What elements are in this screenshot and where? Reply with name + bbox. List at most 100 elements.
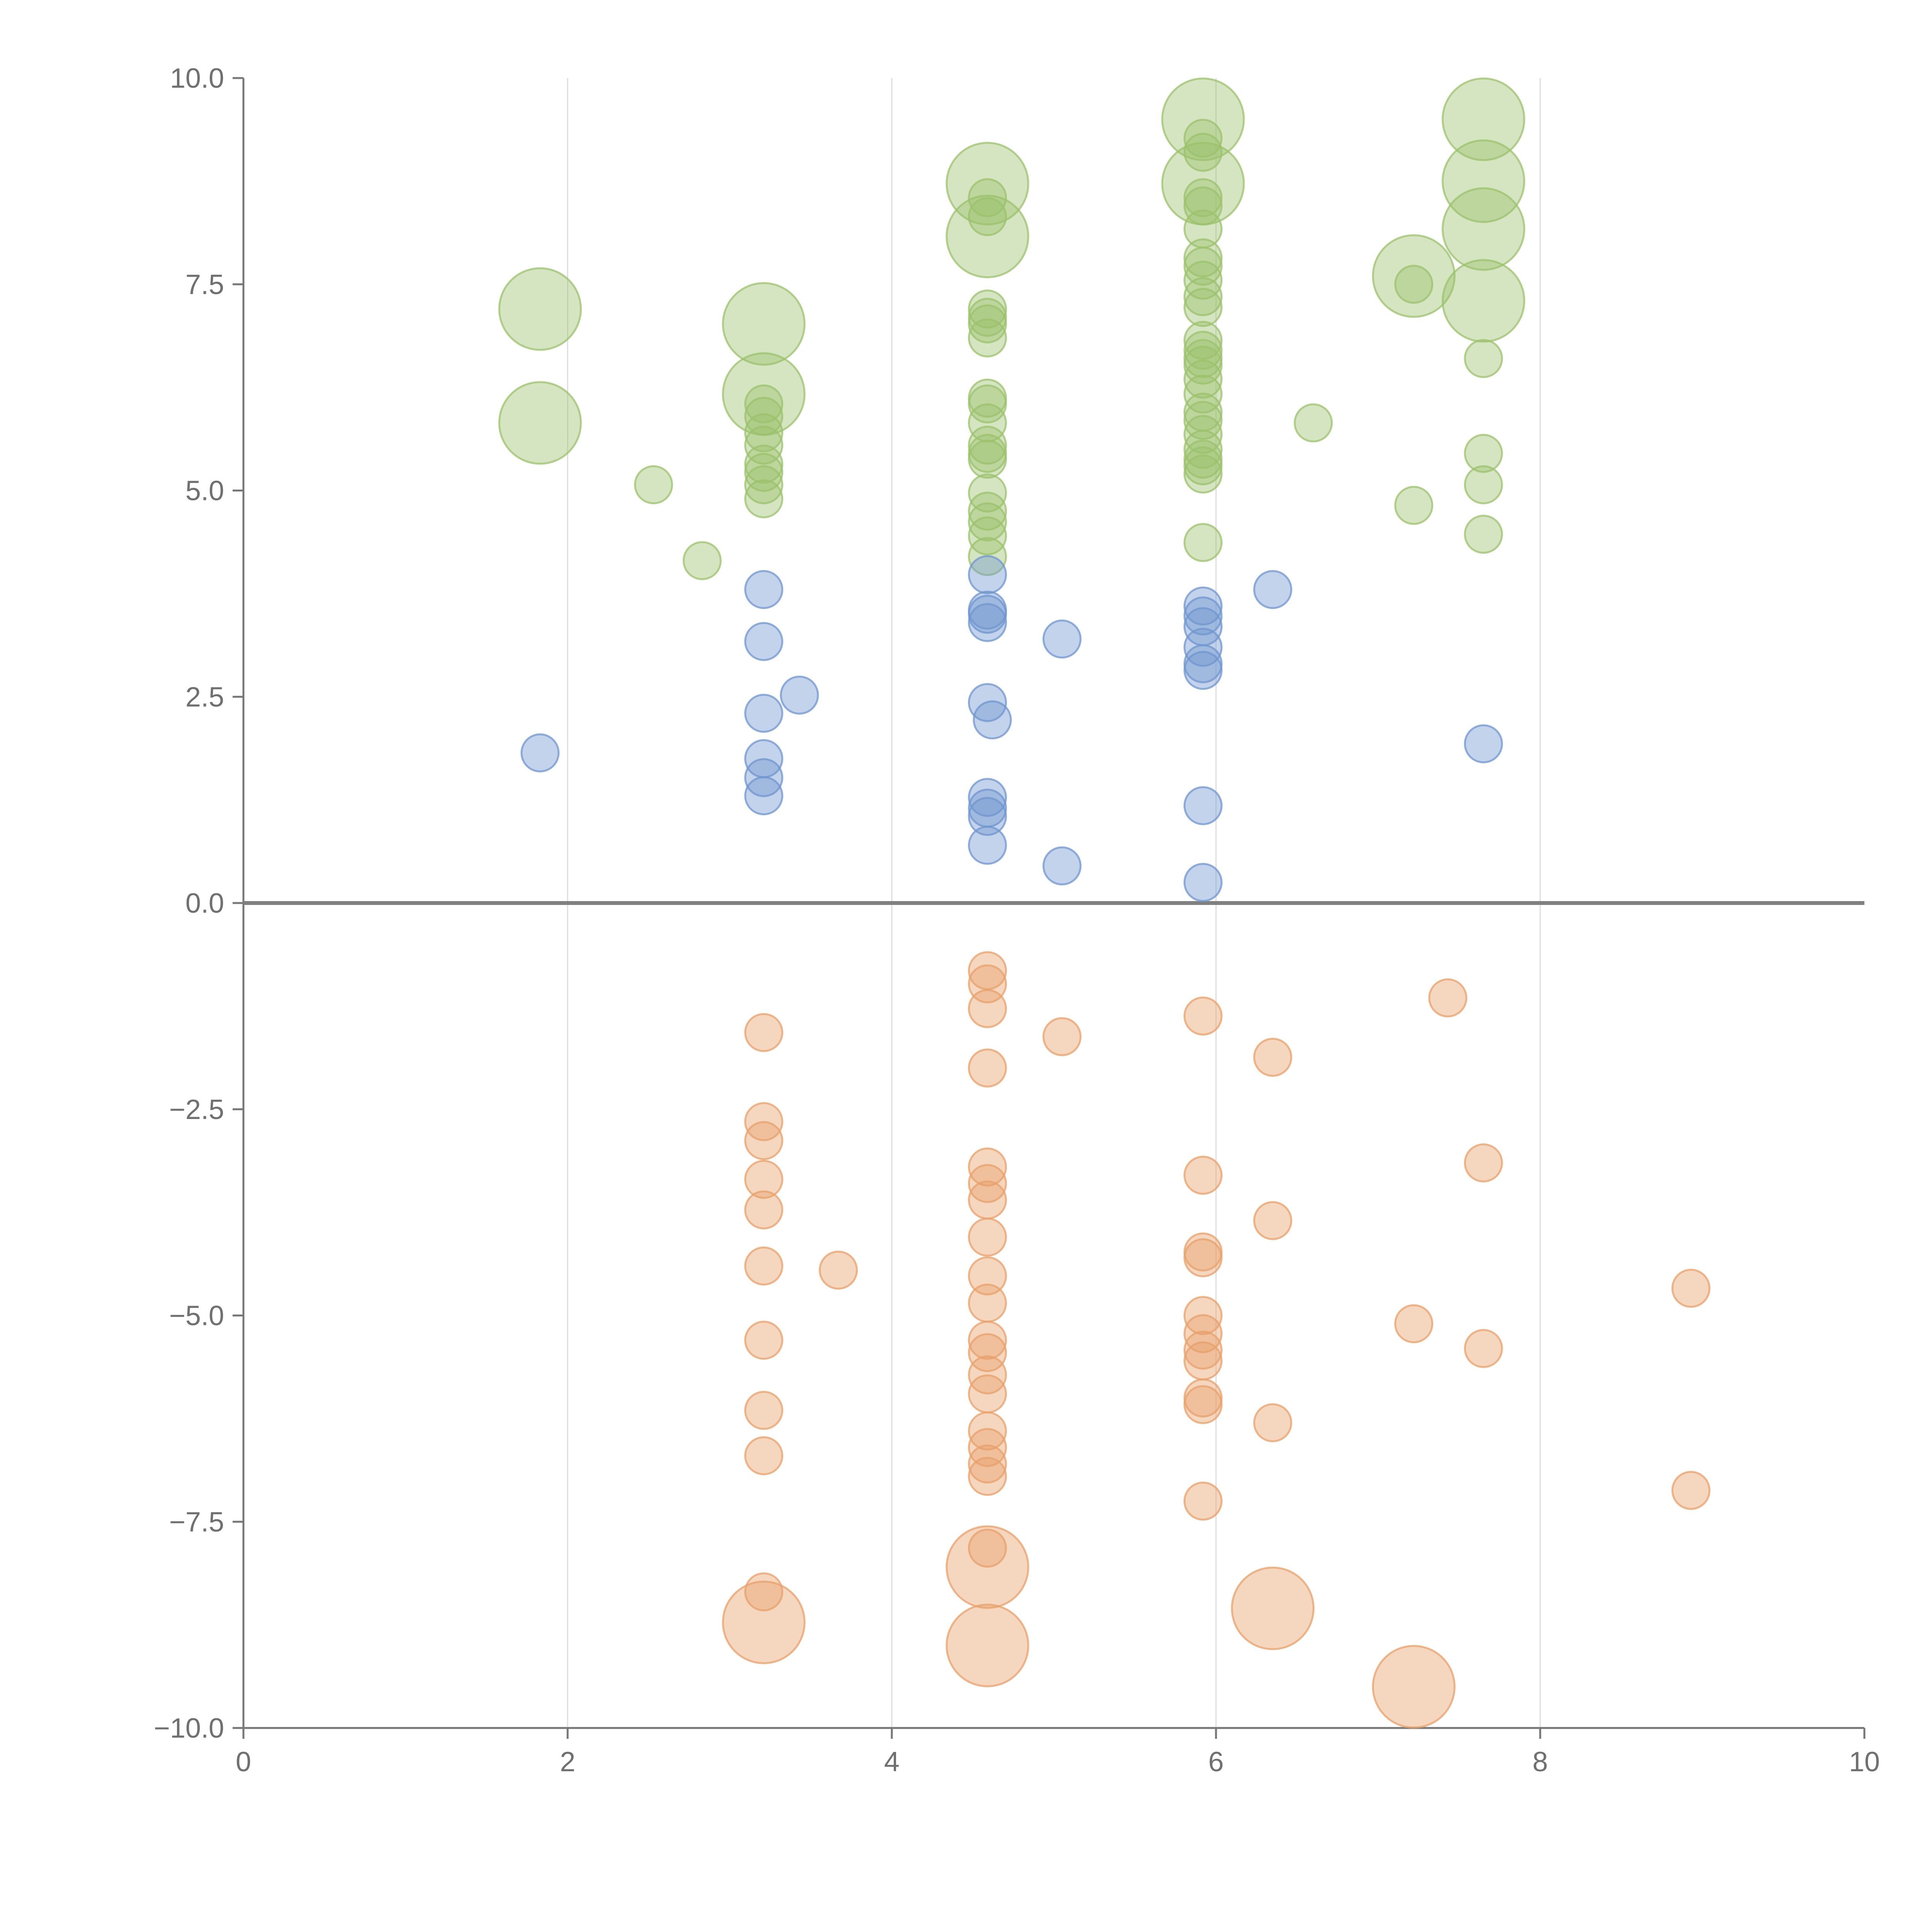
- y-tick-label: 0.0: [185, 888, 224, 919]
- green-point: [968, 318, 1007, 358]
- green-point: [1183, 446, 1223, 485]
- blue-point: [1183, 628, 1223, 667]
- green-point: [1442, 259, 1526, 343]
- green-point: [1183, 186, 1223, 226]
- orange-point: [968, 1321, 1007, 1360]
- green-point: [1464, 434, 1503, 473]
- orange-point: [1183, 1341, 1223, 1381]
- orange-point: [744, 1013, 784, 1052]
- blue-point: [1183, 596, 1223, 636]
- orange-point: [968, 989, 1007, 1028]
- orange-point: [968, 1333, 1007, 1372]
- x-tick-label: 4: [884, 1747, 900, 1777]
- green-point: [1183, 119, 1223, 158]
- orange-point: [1183, 1314, 1223, 1353]
- orange-point: [968, 1147, 1007, 1187]
- green-point: [744, 444, 784, 484]
- orange-point: [968, 1428, 1007, 1467]
- green-point: [1183, 454, 1223, 494]
- green-point: [1464, 339, 1503, 378]
- orange-point: [968, 1218, 1007, 1257]
- green-point: [1183, 331, 1223, 370]
- orange-point: [1253, 1201, 1293, 1240]
- orange-point: [1183, 1156, 1223, 1195]
- orange-point: [1671, 1471, 1711, 1510]
- green-point: [1464, 465, 1503, 505]
- green-point: [744, 465, 784, 505]
- green-point: [1294, 403, 1333, 442]
- orange-point: [968, 1180, 1007, 1220]
- orange-point: [744, 1160, 784, 1199]
- x-tick-label: 6: [1208, 1747, 1224, 1777]
- blue-point: [1042, 846, 1082, 886]
- blue-point: [1183, 651, 1223, 690]
- orange-point: [1231, 1566, 1315, 1650]
- orange-point: [1253, 1403, 1293, 1442]
- orange-point: [968, 1529, 1007, 1568]
- orange-point: [819, 1250, 858, 1290]
- orange-point: [1253, 1037, 1293, 1077]
- y-tick-label: −10.0: [154, 1713, 224, 1744]
- y-tick-label: 2.5: [185, 682, 224, 713]
- green-point: [1442, 77, 1526, 161]
- orange-point: [1042, 1017, 1082, 1056]
- green-point: [968, 197, 1007, 236]
- green-point: [744, 384, 784, 423]
- orange-point: [744, 1190, 784, 1230]
- orange-point: [744, 1321, 784, 1360]
- orange-point: [1394, 1304, 1434, 1344]
- green-point: [1183, 277, 1223, 316]
- x-tick-label: 8: [1532, 1747, 1548, 1777]
- blue-point: [968, 555, 1007, 594]
- green-point: [946, 194, 1029, 279]
- orange-point: [744, 1391, 784, 1430]
- orange-point: [1428, 978, 1468, 1018]
- green-point: [968, 502, 1007, 542]
- green-point: [1183, 133, 1223, 172]
- green-point: [968, 516, 1007, 556]
- orange-point: [722, 1580, 806, 1664]
- orange-point: [1183, 1481, 1223, 1521]
- green-point: [968, 304, 1007, 344]
- blue-point: [1042, 619, 1082, 659]
- orange-point: [968, 1411, 1007, 1451]
- blue-point: [968, 826, 1007, 865]
- blue-point: [1183, 786, 1223, 825]
- green-point: [634, 465, 673, 505]
- green-point: [1394, 265, 1434, 304]
- y-tick-label: 10.0: [170, 63, 224, 94]
- blue-point: [968, 603, 1007, 642]
- orange-point: [1372, 1645, 1456, 1729]
- orange-point: [1183, 1330, 1223, 1370]
- green-point: [1183, 178, 1223, 218]
- green-point: [968, 439, 1007, 479]
- blue-point: [1183, 863, 1223, 902]
- green-point: [946, 142, 1029, 226]
- green-point: [1183, 260, 1223, 300]
- green-point: [1442, 187, 1526, 271]
- green-point: [1183, 523, 1223, 562]
- green-point: [1183, 247, 1223, 286]
- y-tick-label: 7.5: [185, 269, 224, 300]
- green-point: [968, 425, 1007, 465]
- orange-point: [1671, 1269, 1711, 1308]
- orange-point: [968, 1457, 1007, 1496]
- orange-point: [1183, 1385, 1223, 1424]
- green-point: [744, 396, 784, 436]
- y-tick-label: 5.0: [185, 476, 224, 507]
- orange-point: [968, 1283, 1007, 1323]
- orange-point: [1183, 1238, 1223, 1277]
- orange-point: [744, 1436, 784, 1475]
- orange-point: [968, 1444, 1007, 1484]
- orange-point: [946, 1525, 1029, 1609]
- y-tick-label: −5.0: [169, 1301, 224, 1332]
- green-point: [744, 413, 784, 452]
- green-point: [1183, 238, 1223, 277]
- data-points: [498, 77, 1711, 1729]
- blue-point: [1464, 724, 1503, 764]
- green-point: [682, 541, 722, 580]
- orange-point: [744, 1246, 784, 1286]
- green-point: [744, 479, 784, 519]
- green-point: [1372, 234, 1456, 318]
- green-point: [722, 282, 806, 366]
